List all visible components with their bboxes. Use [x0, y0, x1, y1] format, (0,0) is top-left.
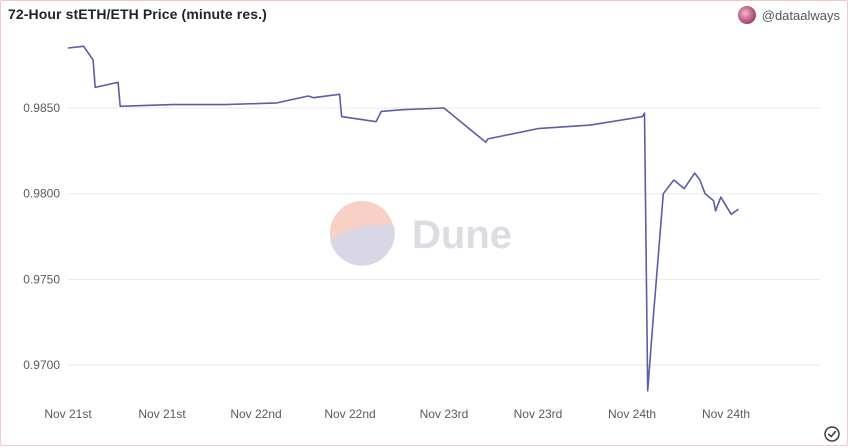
chart-title: 72-Hour stETH/ETH Price (minute res.)	[8, 6, 267, 22]
dune-watermark-text: Dune	[412, 213, 512, 257]
author-name: @dataalways	[761, 7, 840, 23]
y-tick-label: 0.9750	[23, 272, 60, 286]
x-tick-label: Nov 24th	[608, 407, 656, 421]
x-tick-label: Nov 23rd	[514, 407, 563, 421]
x-tick-label: Nov 21st	[44, 407, 92, 421]
y-tick-label: 0.9700	[23, 358, 60, 372]
series-layer	[67, 45, 739, 392]
y-tick-label: 0.9850	[23, 101, 60, 115]
check-circle-icon[interactable]	[824, 426, 840, 442]
dune-logo-bottom	[330, 224, 395, 266]
x-tick-label: Nov 24th	[702, 407, 750, 421]
x-tick-label: Nov 23rd	[420, 407, 469, 421]
author-link[interactable]: @dataalways	[737, 6, 840, 24]
y-tick-label: 0.9800	[23, 187, 60, 201]
x-tick-label: Nov 22nd	[230, 407, 281, 421]
x-axis: Nov 21st Nov 21st Nov 22nd Nov 22nd Nov 23rd…	[44, 407, 750, 421]
y-axis: 0.9700 0.9750 0.9800 0.9850	[23, 101, 60, 372]
x-tick-label: Nov 22nd	[324, 407, 375, 421]
avatar	[737, 6, 756, 24]
price-series-line	[67, 45, 739, 392]
dune-watermark: Dune	[330, 201, 512, 266]
x-tick-label: Nov 21st	[138, 407, 186, 421]
